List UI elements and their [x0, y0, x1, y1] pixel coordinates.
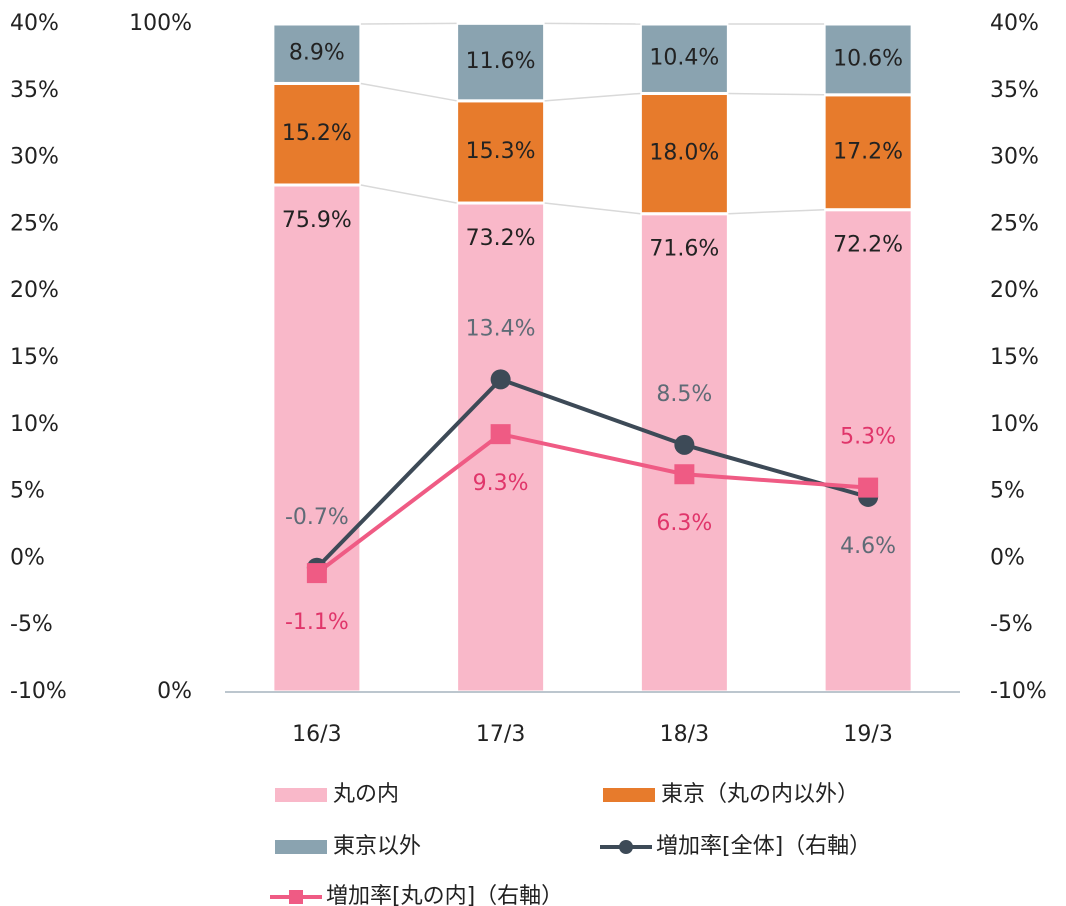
connector-line [544, 202, 641, 215]
y-tick-label: 0% [157, 679, 192, 704]
bar-segment [271, 183, 363, 694]
line [315, 377, 869, 570]
line-value-label: 9.3% [473, 471, 529, 496]
connector-line [728, 92, 825, 96]
legend-marker [289, 890, 303, 904]
line-value-label: 8.5% [656, 382, 712, 407]
legend-label: 東京（丸の内以外） [661, 782, 859, 807]
legend-swatch [275, 788, 327, 802]
y2-tick-label: 10% [990, 412, 1039, 437]
connector-line [544, 22, 641, 25]
bar-segment [822, 208, 914, 694]
bar-value-label: 17.2% [833, 139, 903, 164]
bar-value-label: 10.6% [833, 46, 903, 71]
line-value-label: -1.1% [285, 610, 349, 635]
connector-line [360, 22, 457, 25]
line-value-label: -0.7% [285, 505, 349, 530]
y2-tick-label: 15% [990, 345, 1039, 370]
y2-tick-label-left: 20% [10, 278, 59, 303]
bar-value-label: 71.6% [649, 237, 719, 262]
y2-tick-label-left: 10% [10, 412, 59, 437]
y2-tick-label: 0% [990, 545, 1025, 570]
y2-tick-label: -5% [990, 612, 1033, 637]
line-marker [490, 424, 511, 445]
bar-segment [822, 93, 914, 212]
legend-marker [619, 840, 633, 854]
bar-value-label: 73.2% [466, 226, 536, 251]
bar-value-label: 18.0% [649, 141, 719, 166]
connector-line [728, 208, 825, 215]
legend-swatch [275, 840, 327, 854]
line-marker [674, 434, 695, 455]
x-tick-label: 16/3 [292, 722, 341, 747]
connector-line [360, 184, 457, 204]
y2-tick-label: 30% [990, 145, 1039, 170]
line-value-label: 5.3% [840, 425, 896, 450]
y2-tick-label-left: 35% [10, 78, 59, 103]
bar-value-label: 10.4% [649, 46, 719, 71]
bar-value-label: 75.9% [282, 208, 352, 233]
y2-tick-label-left: 40% [10, 11, 59, 36]
line [315, 432, 869, 575]
bar-segment [638, 91, 730, 216]
x-tick-label: 17/3 [476, 722, 525, 747]
y-tick-label: 100% [129, 11, 192, 36]
bar-segment [455, 21, 547, 103]
line-value-label: 4.6% [840, 534, 896, 559]
connector-line [544, 92, 641, 102]
y2-tick-label-left: -5% [10, 612, 53, 637]
line-marker [306, 563, 327, 584]
x-tick-label: 19/3 [843, 722, 892, 747]
y2-tick-label: 25% [990, 211, 1039, 236]
line-marker [490, 369, 511, 390]
bar-segment [638, 22, 730, 95]
legend-label: 増加率[全体]（右軸） [656, 834, 871, 859]
legend-label: 東京以外 [333, 834, 421, 859]
y2-tick-label: 5% [990, 479, 1025, 504]
line-value-label: 6.3% [656, 511, 712, 536]
y2-tick-label-left: 5% [10, 479, 45, 504]
y2-tick-label-left: -10% [10, 679, 67, 704]
connector-line [360, 82, 457, 102]
line-value-label: 13.4% [466, 316, 536, 341]
bar-value-label: 11.6% [466, 49, 536, 74]
y2-tick-label: 35% [990, 78, 1039, 103]
y2-tick-label-left: 25% [10, 211, 59, 236]
bar-segment [822, 22, 914, 97]
y2-tick-label: 40% [990, 11, 1039, 36]
line-marker [858, 477, 879, 498]
y2-tick-label: -10% [990, 679, 1047, 704]
x-tick-label: 18/3 [660, 722, 709, 747]
legend-label: 増加率[丸の内]（右軸） [326, 884, 563, 906]
legend-label: 丸の内 [333, 782, 399, 807]
bar-value-label: 72.2% [833, 233, 903, 258]
y2-tick-label-left: 0% [10, 545, 45, 570]
y2-tick-label-left: 30% [10, 145, 59, 170]
line-marker [674, 464, 695, 485]
y2-tick-label-left: 15% [10, 345, 59, 370]
y2-tick-label: 20% [990, 278, 1039, 303]
legend-swatch [603, 788, 655, 802]
bar-value-label: 15.3% [466, 139, 536, 164]
bar-value-label: 15.2% [282, 121, 352, 146]
bar-segment [455, 201, 547, 694]
bar-segment [455, 99, 547, 205]
bar-segment [271, 22, 363, 85]
bar-value-label: 8.9% [289, 41, 345, 66]
